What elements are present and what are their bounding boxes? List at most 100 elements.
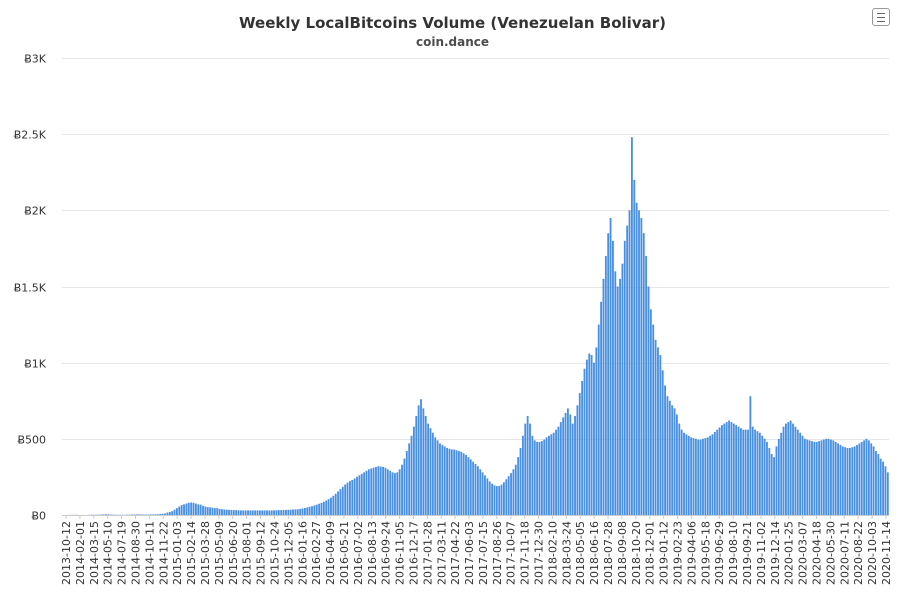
x-tick-label: 2019-02-23 [672,521,685,585]
bar [728,420,730,515]
y-tick-label: Ƀ0 [31,510,46,523]
bar [588,353,591,515]
x-tick-label: 2014-05-10 [102,521,115,585]
bar [344,484,347,515]
bar [396,472,399,515]
grid-lines [62,58,889,516]
bar [277,510,280,515]
bar [692,438,695,515]
bar [455,450,458,515]
bar [306,507,309,515]
x-tick-label: 2018-05-05 [574,521,587,585]
chart-title: Weekly LocalBitcoins Volume (Venezuelan … [239,14,666,32]
bar [732,423,735,515]
bar [846,447,849,515]
bar [275,510,278,515]
bar [386,469,389,515]
bar [299,508,302,515]
bar [251,510,254,515]
x-tick-label: 2016-04-09 [324,521,337,585]
bar [645,256,648,515]
bar [351,479,354,515]
bar [228,509,230,515]
bar [450,449,453,515]
bar [460,451,463,515]
bar [758,432,761,515]
bar [818,441,821,515]
bar [614,271,617,515]
bar [372,467,375,515]
bar [339,489,342,515]
x-tick-label: 2019-12-14 [769,521,782,585]
bar [443,446,446,515]
y-tick-label: Ƀ3K [24,53,47,66]
bar [289,509,292,515]
x-tick-label: 2020-07-11 [838,521,851,585]
bar [564,412,567,515]
bar [583,368,586,515]
bar [782,426,785,515]
bar [723,423,726,515]
bar [683,432,685,515]
x-tick-label: 2020-11-14 [880,521,893,585]
bar [725,422,728,515]
bar [820,440,823,515]
y-tick-label: Ƀ2K [24,205,47,218]
bar [152,514,155,515]
x-tick-label: 2019-09-21 [741,521,754,585]
bar [844,447,847,515]
bar [678,423,681,515]
bar [538,441,541,515]
bar [604,256,607,515]
bar [832,440,835,515]
bar [270,510,273,515]
x-tick-label: 2017-11-18 [519,521,532,585]
bar [630,137,633,515]
bar [766,441,768,515]
bar [486,478,489,515]
bar [258,510,261,515]
bar [484,475,486,515]
x-tick-label: 2017-03-11 [435,521,448,585]
bar [754,429,757,515]
bar [865,438,868,515]
bar [192,502,195,515]
bar [623,240,626,516]
bar [730,422,733,515]
bar [301,508,304,515]
bar [206,507,209,515]
bar [593,362,595,515]
x-tick-label: 2016-07-02 [352,521,365,585]
bar [536,441,539,515]
x-tick-label: 2015-05-09 [213,521,226,585]
bar [453,449,456,515]
bar [514,464,517,515]
bar [370,468,373,515]
x-tick-label: 2015-12-05 [282,521,295,585]
bar [801,435,804,515]
bar [495,486,498,515]
bar [479,469,482,515]
bar [856,444,858,515]
x-tick-label: 2014-03-15 [88,521,101,585]
bar [197,504,200,515]
bar [417,405,420,515]
bar [638,210,640,515]
x-tick-label: 2015-02-14 [185,521,198,585]
bar [183,504,185,515]
bar [884,466,887,515]
menu-icon-line [877,17,885,18]
bar [799,432,802,515]
bar [273,510,276,515]
bar [287,509,290,515]
chart-menu-button[interactable] [872,8,890,26]
bar [519,447,522,515]
bar [526,415,529,515]
bar [412,426,415,515]
bar [578,393,581,515]
x-tick-label: 2019-06-29 [713,521,726,585]
x-tick-label: 2018-09-08 [616,521,629,585]
bar [268,510,271,515]
bar [749,396,752,515]
bar [721,425,723,515]
